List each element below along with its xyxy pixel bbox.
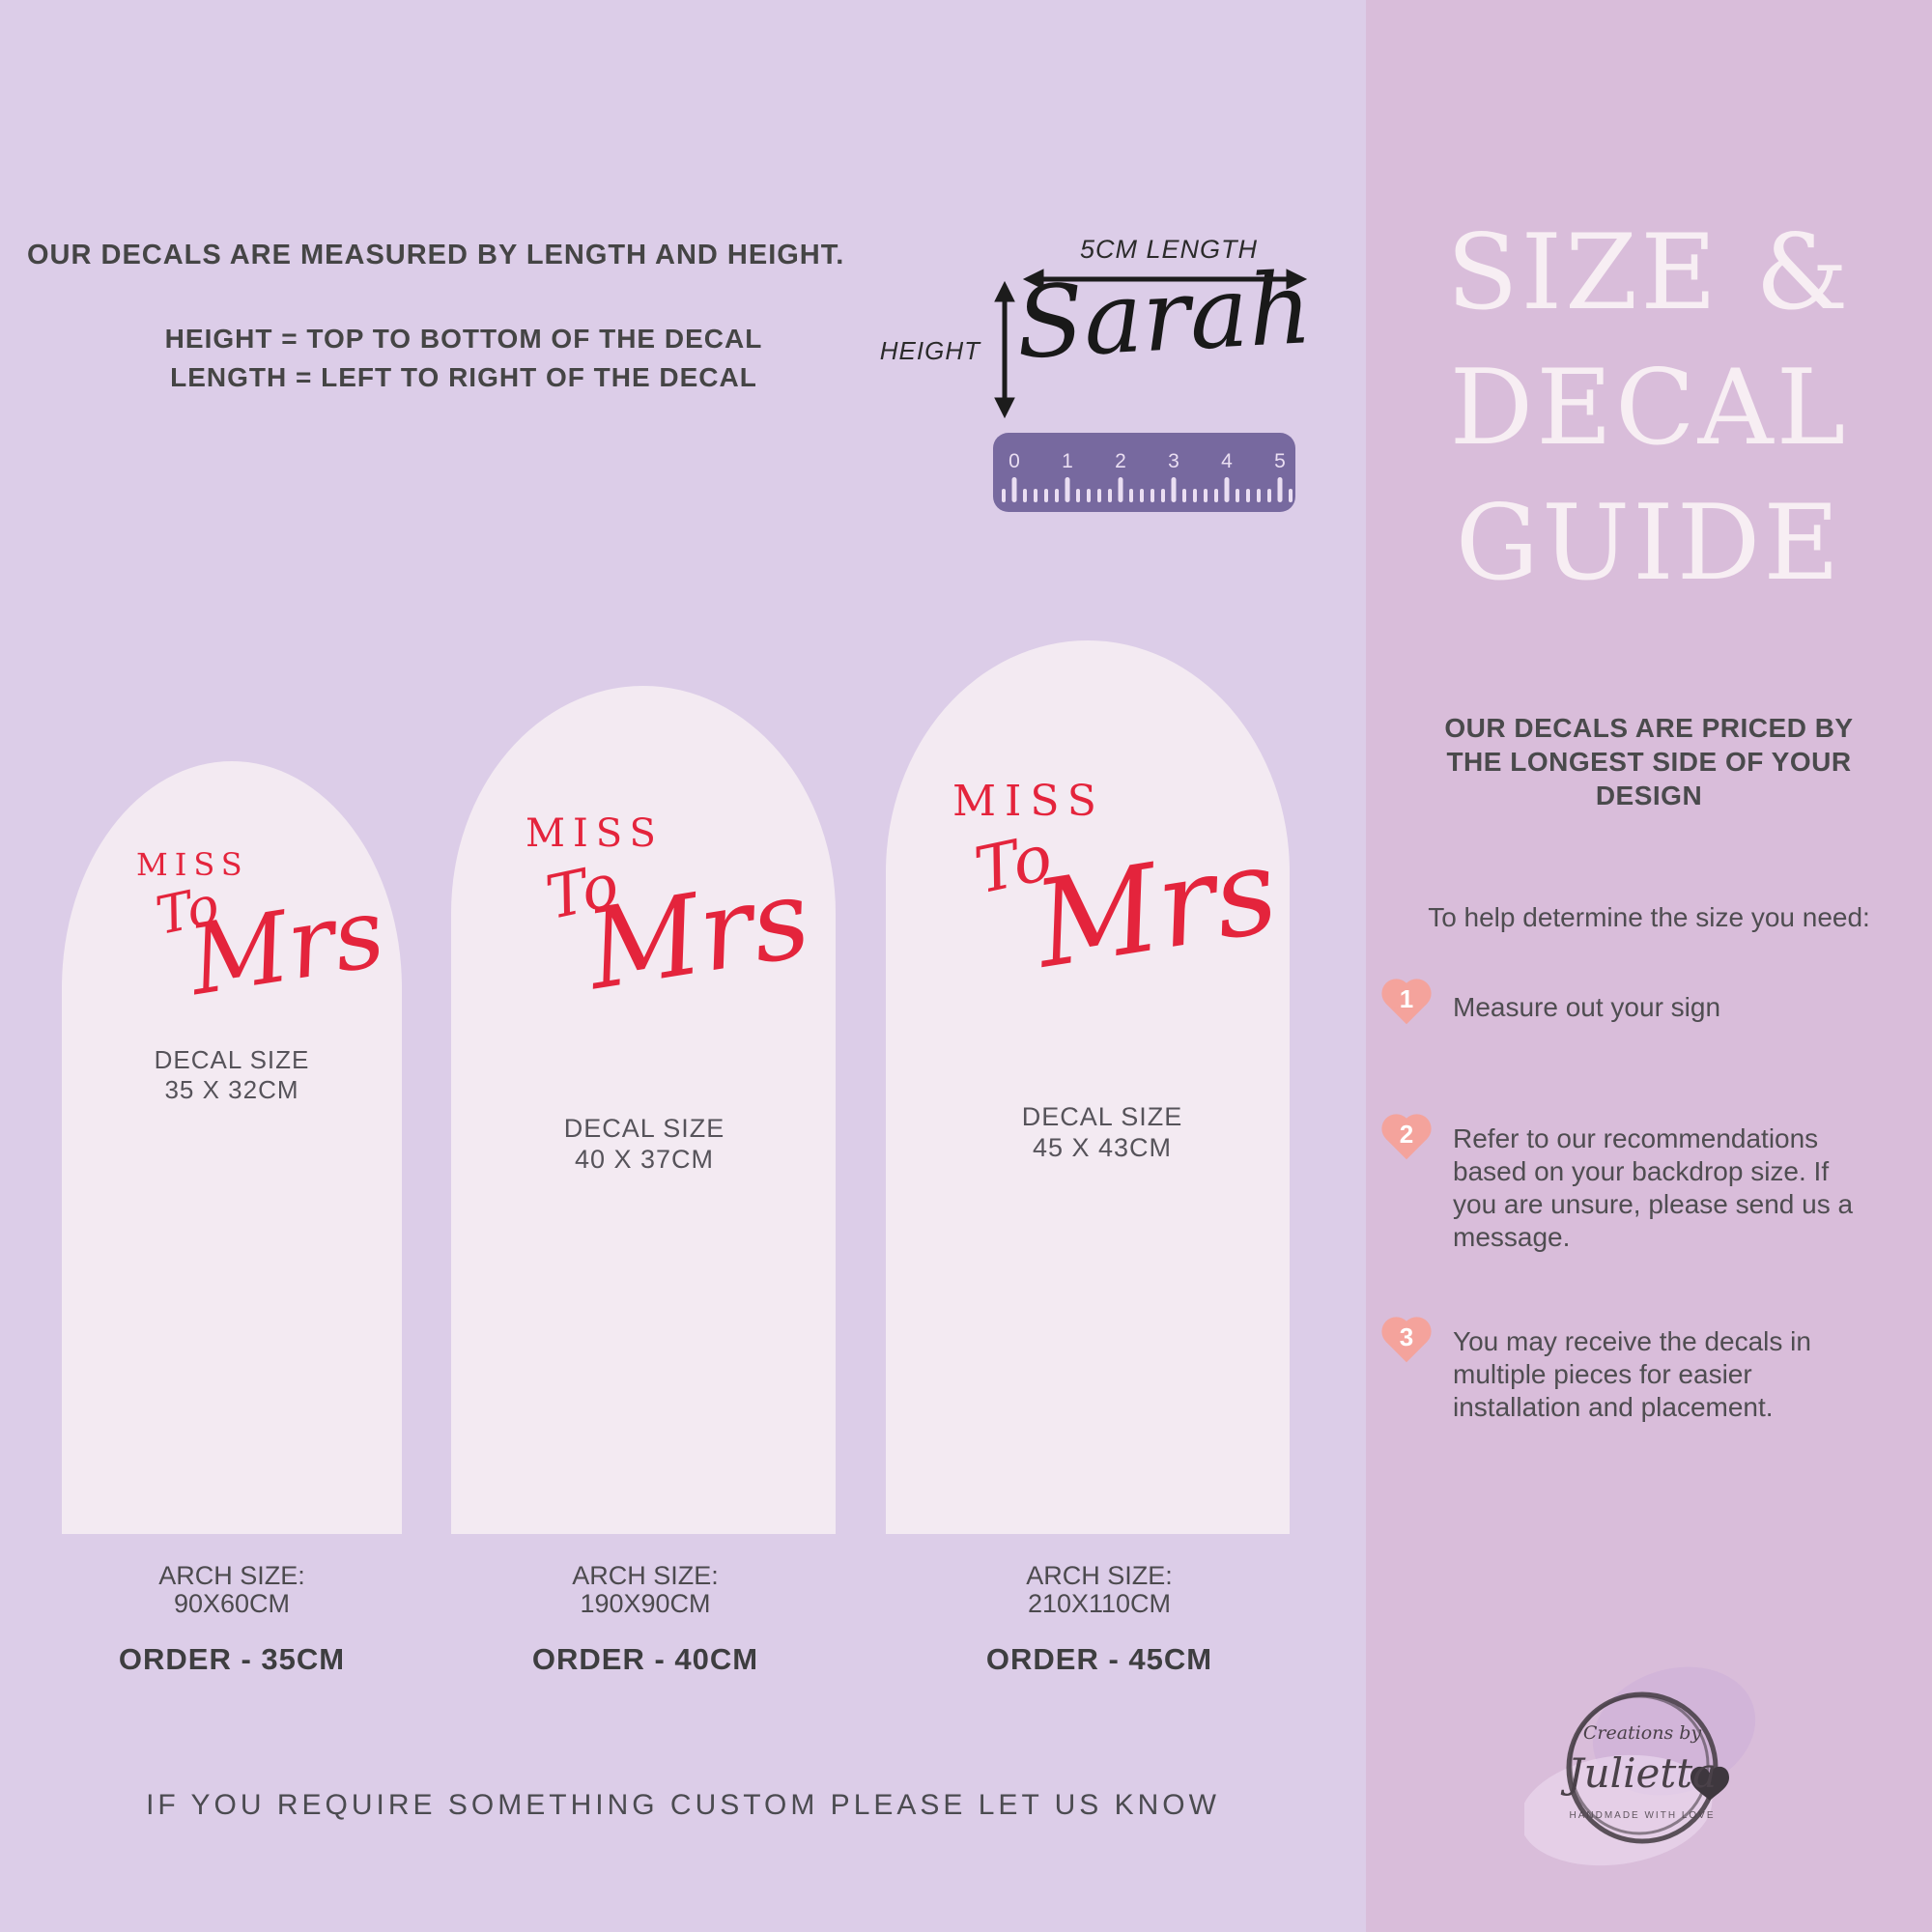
order-size-small: ORDER - 35CM [118,1642,346,1676]
decal-size-label: DECAL SIZE [563,1114,725,1143]
decal-size-value: 45 X 43CM [1032,1133,1173,1162]
arch-size-small: ARCH SIZE: 90X60CM [58,1562,406,1618]
svg-text:3: 3 [1168,450,1179,472]
decal-miss-medium: MISS [526,811,664,856]
decal-size-medium: DECAL SIZE 40 X 37CM [499,1113,789,1175]
intro-line-1: OUR DECALS ARE MEASURED BY LENGTH AND HE… [27,240,845,270]
order-size-medium: ORDER - 40CM [531,1642,759,1676]
arch-size-medium: ARCH SIZE: 190X90CM [471,1562,819,1618]
decal-size-label: DECAL SIZE [154,1045,310,1074]
arch-size-large: ARCH SIZE: 210X110CM [925,1562,1273,1618]
arch-backdrop-small [62,761,402,1534]
logo-name: Julietta [1560,1749,1717,1797]
decal-size-value: 35 X 32CM [164,1075,299,1104]
svg-text:0: 0 [1009,450,1020,472]
page-title-line: DECAL [1449,348,1849,469]
arch-size-value: 90X60CM [173,1589,291,1618]
step-2-text: Refer to our recommendations based on yo… [1453,1123,1854,1252]
logo-tagline: HANDMADE WITH LOVE [1569,1810,1715,1821]
arch-size-value: 210X110CM [1027,1589,1172,1618]
page-title: SIZE & DECAL GUIDE [1366,206,1932,611]
step-1-text: Measure out your sign [1453,992,1721,1022]
pricing-note: OUR DECALS ARE PRICED BY THE LONGEST SID… [1400,711,1898,812]
ruler-icon: 0 1 2 3 4 5 [993,433,1295,512]
step-number: 1 [1399,984,1414,1013]
page-title-line: GUIDE [1455,483,1843,604]
arch-size-label: ARCH SIZE: [158,1561,305,1590]
brush-circle-icon [1569,1694,1710,1835]
svg-text:4: 4 [1221,450,1233,472]
brand-logo: Creations by Julietta HANDMADE WITH LOVE [1524,1666,1756,1866]
pricing-note-line: THE LONGEST SIDE OF YOUR [1446,747,1852,777]
arch-size-label: ARCH SIZE: [1026,1561,1173,1590]
decal-size-value: 40 X 37CM [574,1145,715,1174]
arch-size-label: ARCH SIZE: [572,1561,719,1590]
ruler-major-ticks [1011,477,1283,502]
ruler-numbers: 0 1 2 3 4 5 [1009,450,1286,472]
custom-request-note: IF YOU REQUIRE SOMETHING CUSTOM PLEASE L… [146,1789,1220,1821]
arch-backdrop-large [886,640,1290,1534]
decal-mrs-medium: Mrs [578,852,818,1015]
height-dimension-label: HEIGHT [879,336,980,365]
order-size-large: ORDER - 45CM [985,1642,1213,1676]
height-arrow-icon [994,280,1015,419]
decal-size-small: DECAL SIZE 35 X 32CM [87,1045,377,1105]
decal-mrs-small: Mrs [182,874,392,1018]
decal-miss-large: MISS [952,777,1105,826]
step-number: 2 [1399,1120,1414,1149]
pricing-note-line: OUR DECALS ARE PRICED BY [1444,713,1854,743]
svg-text:2: 2 [1115,450,1126,472]
decal-size-label: DECAL SIZE [1021,1102,1183,1131]
length-dimension-label: 5CM LENGTH [1079,235,1259,264]
arch-backdrop-medium [451,686,836,1534]
step-number: 3 [1399,1322,1414,1351]
svg-text:1: 1 [1062,450,1073,472]
intro-height-definition: HEIGHT = TOP TO BOTTOM OF THE DECAL [164,324,763,354]
step-1-heart-icon: 1 [1379,978,1434,1028]
pricing-note-line: DESIGN [1595,781,1703,810]
step-3-text: You may receive the decals in multiple p… [1453,1326,1811,1422]
decal-miss-small: MISS [136,846,249,883]
logo-script-top: Creations by [1583,1722,1702,1744]
ruler-minor-ticks [1002,489,1293,502]
sidebar-panel [1366,0,1932,1932]
decal-mrs-large: Mrs [1026,820,1287,996]
length-arrow-icon [1022,269,1308,290]
heart-icon [1690,1766,1729,1801]
arch-size-value: 190X90CM [580,1589,711,1618]
dimension-arrows [994,269,1308,419]
help-intro: To help determine the size you need: [1428,902,1870,932]
step-3-heart-icon: 3 [1379,1316,1434,1366]
decal-size-large: DECAL SIZE 45 X 43CM [957,1101,1247,1163]
page-title-line: SIZE & [1446,213,1852,333]
intro-definitions: HEIGHT = TOP TO BOTTOM OF THE DECAL LENG… [58,320,869,397]
step-2-heart-icon: 2 [1379,1113,1434,1163]
svg-text:5: 5 [1274,450,1286,472]
intro-length-definition: LENGTH = LEFT TO RIGHT OF THE DECAL [170,362,757,392]
